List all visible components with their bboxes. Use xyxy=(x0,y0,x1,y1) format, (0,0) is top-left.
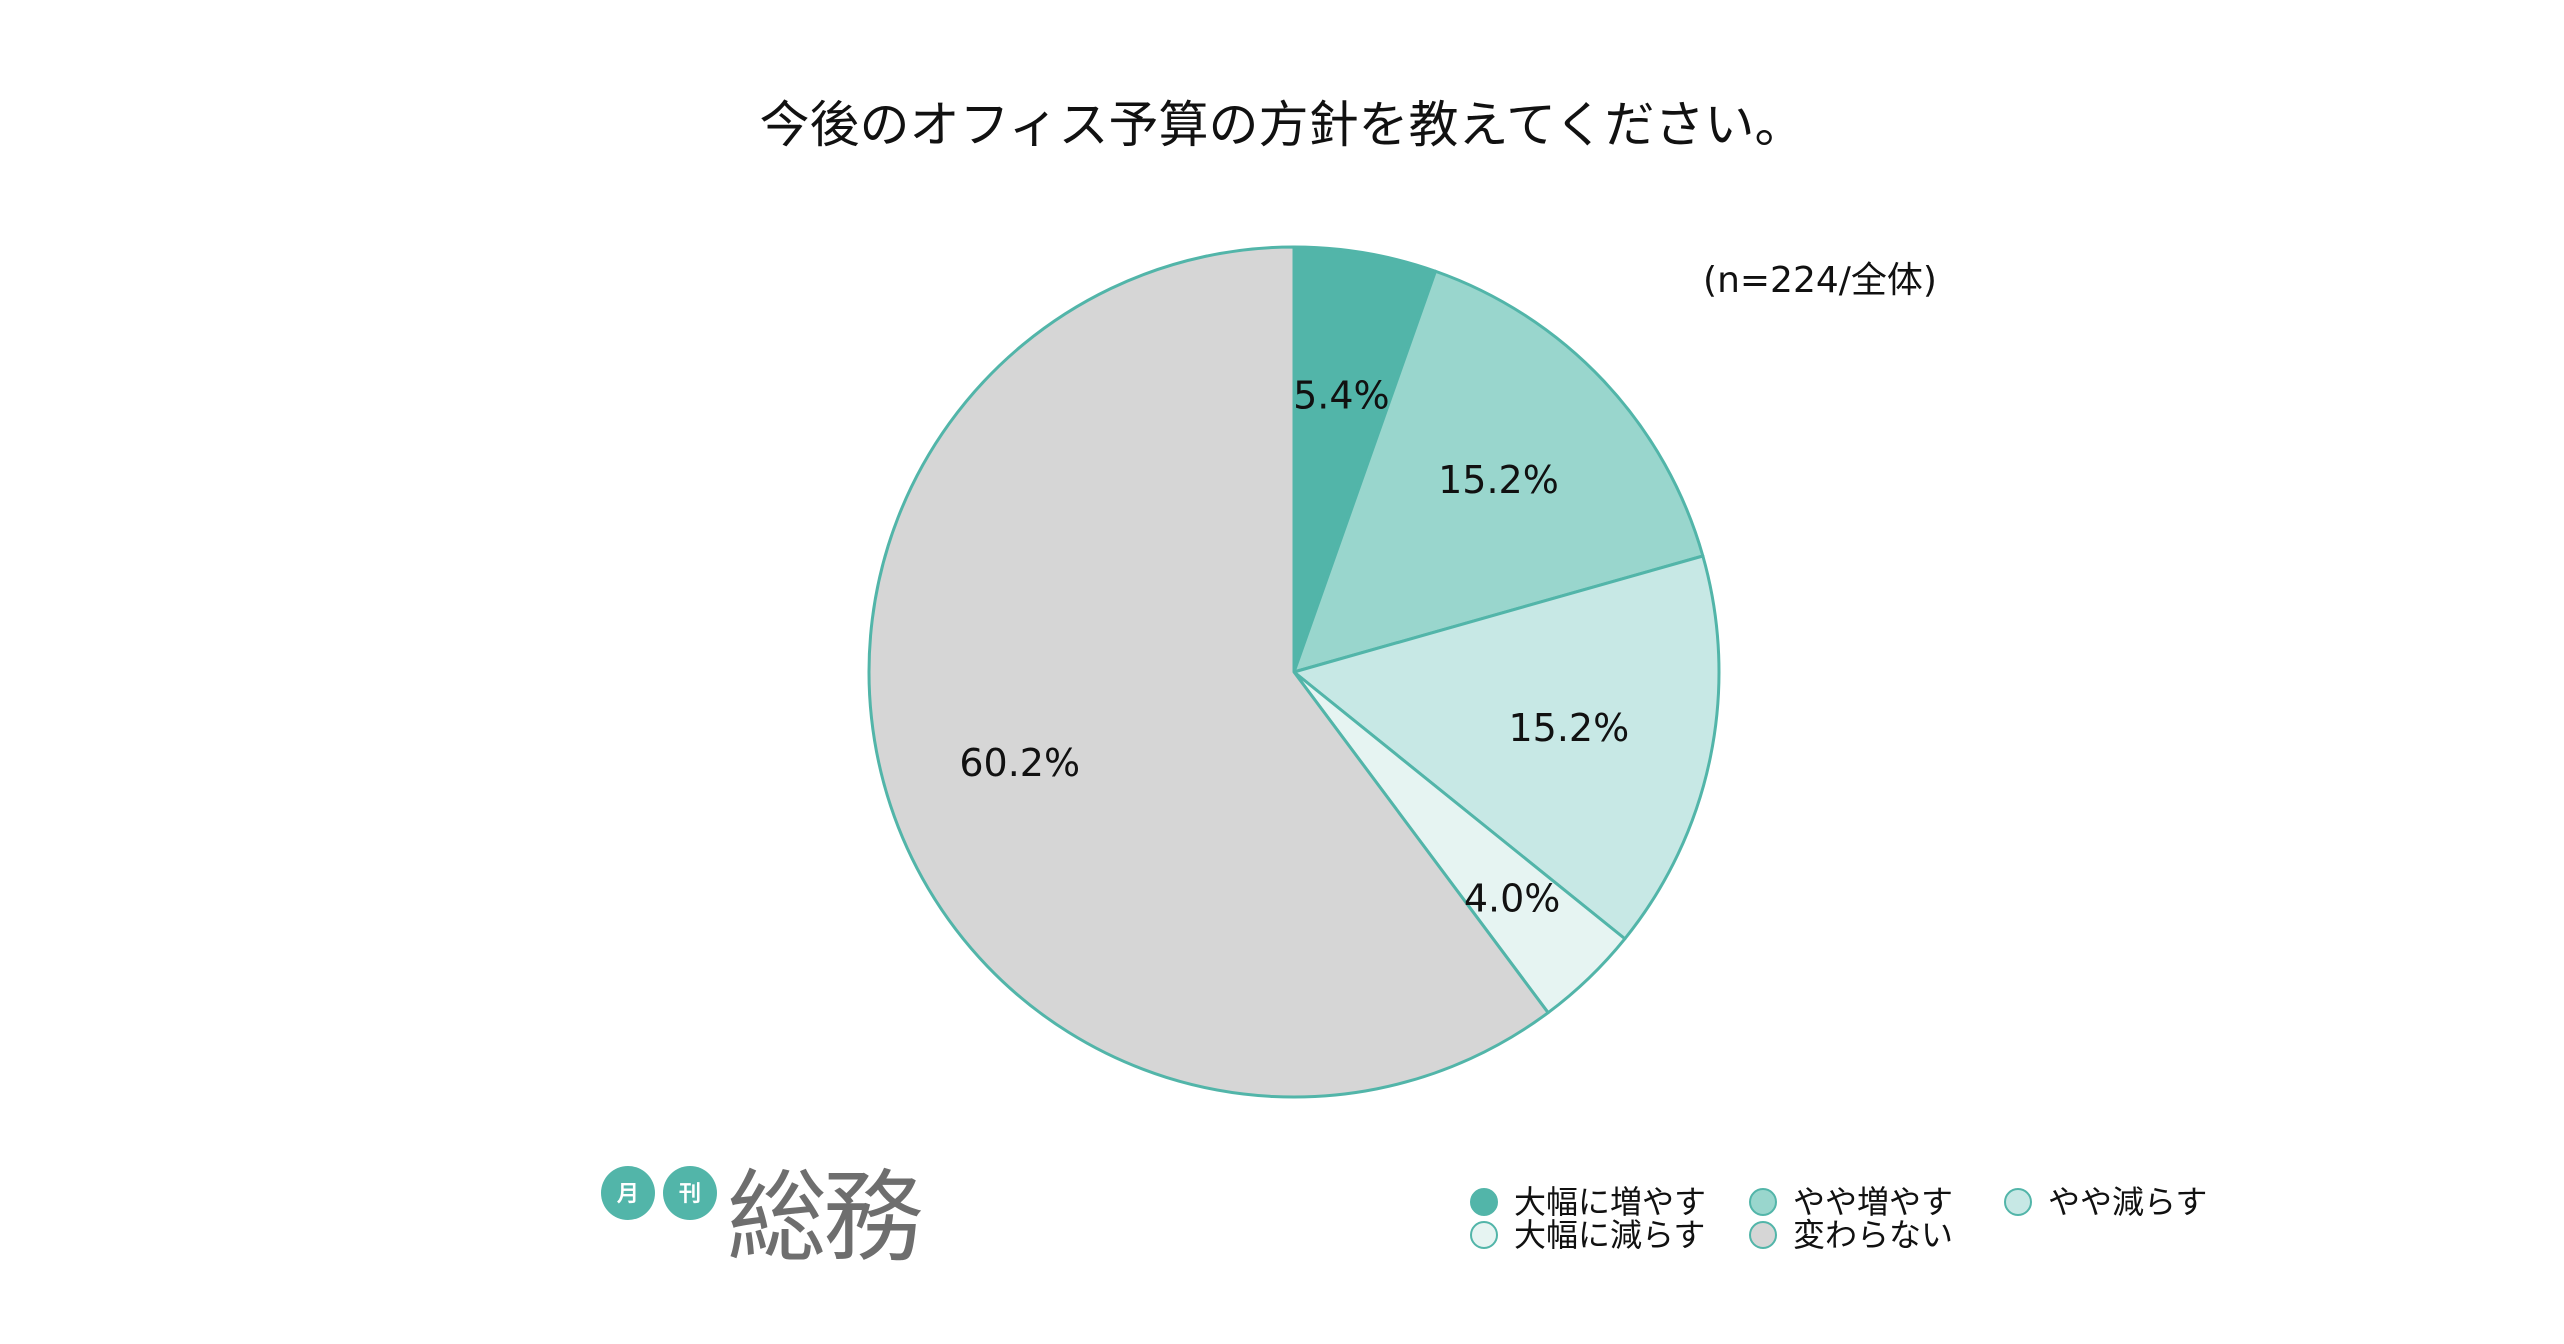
sample-size-note: (n=224/全体) xyxy=(1703,260,1937,301)
slice-value-label: 15.2% xyxy=(1438,458,1559,502)
legend-label: 大幅に減らす xyxy=(1514,1216,1705,1254)
pie-slice xyxy=(1292,554,1721,941)
legend-label: 変わらない xyxy=(1793,1216,1953,1254)
legend-swatch xyxy=(1470,1221,1498,1249)
logo-badge-1-text: 月 xyxy=(616,1182,639,1207)
legend-swatch xyxy=(1749,1221,1777,1249)
logo-badge-2-text: 刊 xyxy=(679,1182,701,1207)
pie xyxy=(867,245,1721,1099)
pie-slice xyxy=(867,245,1550,1099)
chart-title: 今後のオフィス予算の方針を教えてください。 xyxy=(760,96,1805,154)
legend-swatch xyxy=(1470,1188,1498,1216)
legend-swatch xyxy=(1749,1188,1777,1216)
slice-value-label: 5.4% xyxy=(1293,374,1390,418)
logo-badge-2 xyxy=(663,1166,717,1220)
pie-data-labels: 5.4% 15.2% 15.2% 4.0% 60.2% xyxy=(959,374,1629,921)
pie-slice xyxy=(1292,245,1437,674)
pie-slice xyxy=(1292,269,1705,674)
legend-swatch xyxy=(2004,1188,2032,1216)
slice-value-label: 60.2% xyxy=(959,741,1080,785)
legend-label: 大幅に増やす xyxy=(1514,1183,1706,1221)
legend-label: やや減らす xyxy=(2048,1183,2207,1221)
publication-logo: 月 刊 総務 xyxy=(601,1159,926,1276)
slice-value-label: 4.0% xyxy=(1464,877,1561,921)
logo-badge-1 xyxy=(601,1166,655,1220)
legend-label: やや増やす xyxy=(1793,1183,1953,1221)
slice-value-label: 15.2% xyxy=(1508,706,1629,750)
logo-name: 総務 xyxy=(727,1159,922,1276)
